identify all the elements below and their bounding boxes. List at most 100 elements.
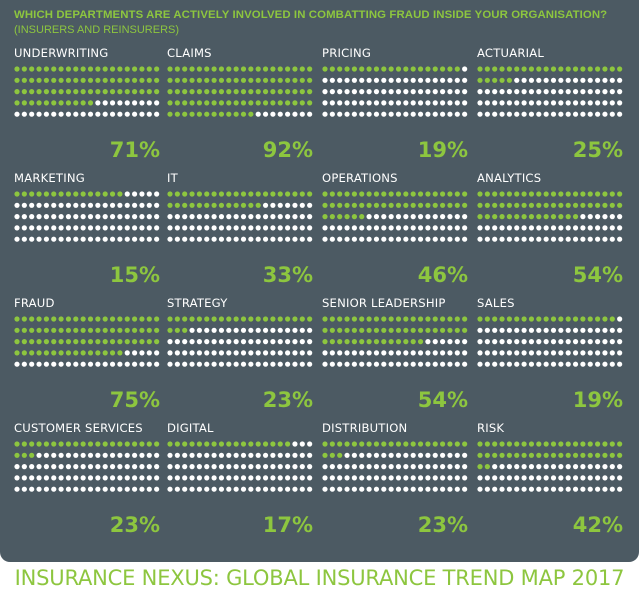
dot-filled	[51, 66, 57, 72]
dot-empty	[29, 202, 35, 208]
dot-filled	[492, 66, 498, 72]
dot-filled	[132, 89, 138, 95]
dot-empty	[307, 225, 313, 231]
dot-empty	[117, 452, 123, 458]
dot-filled	[117, 77, 123, 83]
dot-empty	[351, 225, 357, 231]
dot-filled	[536, 214, 542, 220]
dot-empty	[255, 236, 261, 242]
dot-empty	[580, 100, 586, 106]
dot-filled	[617, 202, 623, 208]
dot-empty	[189, 486, 195, 492]
dot-empty	[580, 361, 586, 367]
dot-filled	[609, 66, 615, 72]
dot-empty	[80, 236, 86, 242]
dot-empty	[565, 339, 571, 345]
dot-empty	[425, 452, 431, 458]
dot-filled	[440, 202, 446, 208]
dot-filled	[154, 339, 160, 345]
dot-filled	[109, 77, 116, 83]
dot-filled	[492, 214, 498, 220]
dot-filled	[73, 191, 79, 197]
dot-empty	[262, 464, 269, 470]
dot-filled	[609, 202, 615, 208]
dot-filled	[146, 66, 152, 72]
dot-filled	[14, 100, 20, 106]
dot-filled	[521, 214, 527, 220]
dot-filled	[182, 89, 188, 95]
dot-filled	[248, 66, 254, 72]
dot-empty	[417, 464, 424, 470]
dot-empty	[388, 475, 394, 481]
dot-filled	[602, 441, 608, 447]
dot-empty	[182, 225, 188, 231]
dot-empty	[189, 464, 195, 470]
dot-empty	[410, 236, 416, 242]
dot-empty	[587, 339, 593, 345]
dot-filled	[277, 441, 283, 447]
dot-empty	[139, 350, 145, 356]
dot-empty	[167, 339, 173, 345]
dot-empty	[528, 225, 535, 231]
dot-empty	[454, 339, 460, 345]
dot-filled	[425, 66, 431, 72]
dot-matrix	[14, 316, 160, 367]
dot-empty	[182, 361, 188, 367]
dot-empty	[255, 475, 261, 481]
dot-filled	[102, 66, 108, 72]
dot-filled	[558, 66, 564, 72]
dot-empty	[521, 327, 527, 333]
dot-empty	[36, 452, 42, 458]
dot-empty	[285, 339, 291, 345]
dot-filled	[322, 66, 328, 72]
dept-percentage: 17%	[262, 513, 313, 537]
dot-empty	[536, 100, 542, 106]
dot-empty	[307, 327, 313, 333]
dot-empty	[146, 100, 152, 106]
dot-filled	[492, 191, 498, 197]
dot-filled	[285, 89, 291, 95]
dot-empty	[196, 452, 202, 458]
dot-empty	[124, 464, 130, 470]
dot-filled	[499, 452, 505, 458]
dot-empty	[447, 236, 453, 242]
dot-empty	[417, 100, 424, 106]
dot-filled	[211, 191, 217, 197]
dot-empty	[432, 236, 438, 242]
dot-empty	[521, 77, 527, 83]
dot-empty	[572, 225, 579, 231]
dot-filled	[447, 66, 453, 72]
dot-filled	[499, 316, 505, 322]
dot-empty	[211, 486, 217, 492]
dept-label: CLAIMS	[167, 46, 212, 60]
dot-filled	[417, 191, 424, 197]
dot-empty	[58, 464, 64, 470]
dot-empty	[528, 236, 535, 242]
dot-empty	[189, 475, 195, 481]
dot-filled	[117, 350, 123, 356]
dot-empty	[240, 452, 247, 458]
dot-filled	[359, 327, 365, 333]
dot-empty	[233, 225, 239, 231]
dot-filled	[270, 191, 276, 197]
dot-empty	[506, 225, 512, 231]
dot-empty	[550, 100, 557, 106]
dot-empty	[447, 475, 453, 481]
dot-empty	[95, 464, 101, 470]
dot-empty	[299, 486, 305, 492]
dot-filled	[167, 327, 173, 333]
dot-empty	[322, 361, 328, 367]
dot-empty	[403, 452, 409, 458]
dot-filled	[580, 441, 586, 447]
dot-empty	[87, 361, 94, 367]
dot-empty	[240, 236, 247, 242]
dept-percentage: 33%	[262, 263, 313, 287]
dot-filled	[248, 316, 254, 322]
dot-filled	[373, 66, 380, 72]
dot-empty	[484, 327, 490, 333]
dot-filled	[80, 66, 86, 72]
dot-empty	[595, 350, 601, 356]
dot-empty	[329, 77, 335, 83]
dot-filled	[299, 89, 305, 95]
dot-empty	[477, 89, 483, 95]
